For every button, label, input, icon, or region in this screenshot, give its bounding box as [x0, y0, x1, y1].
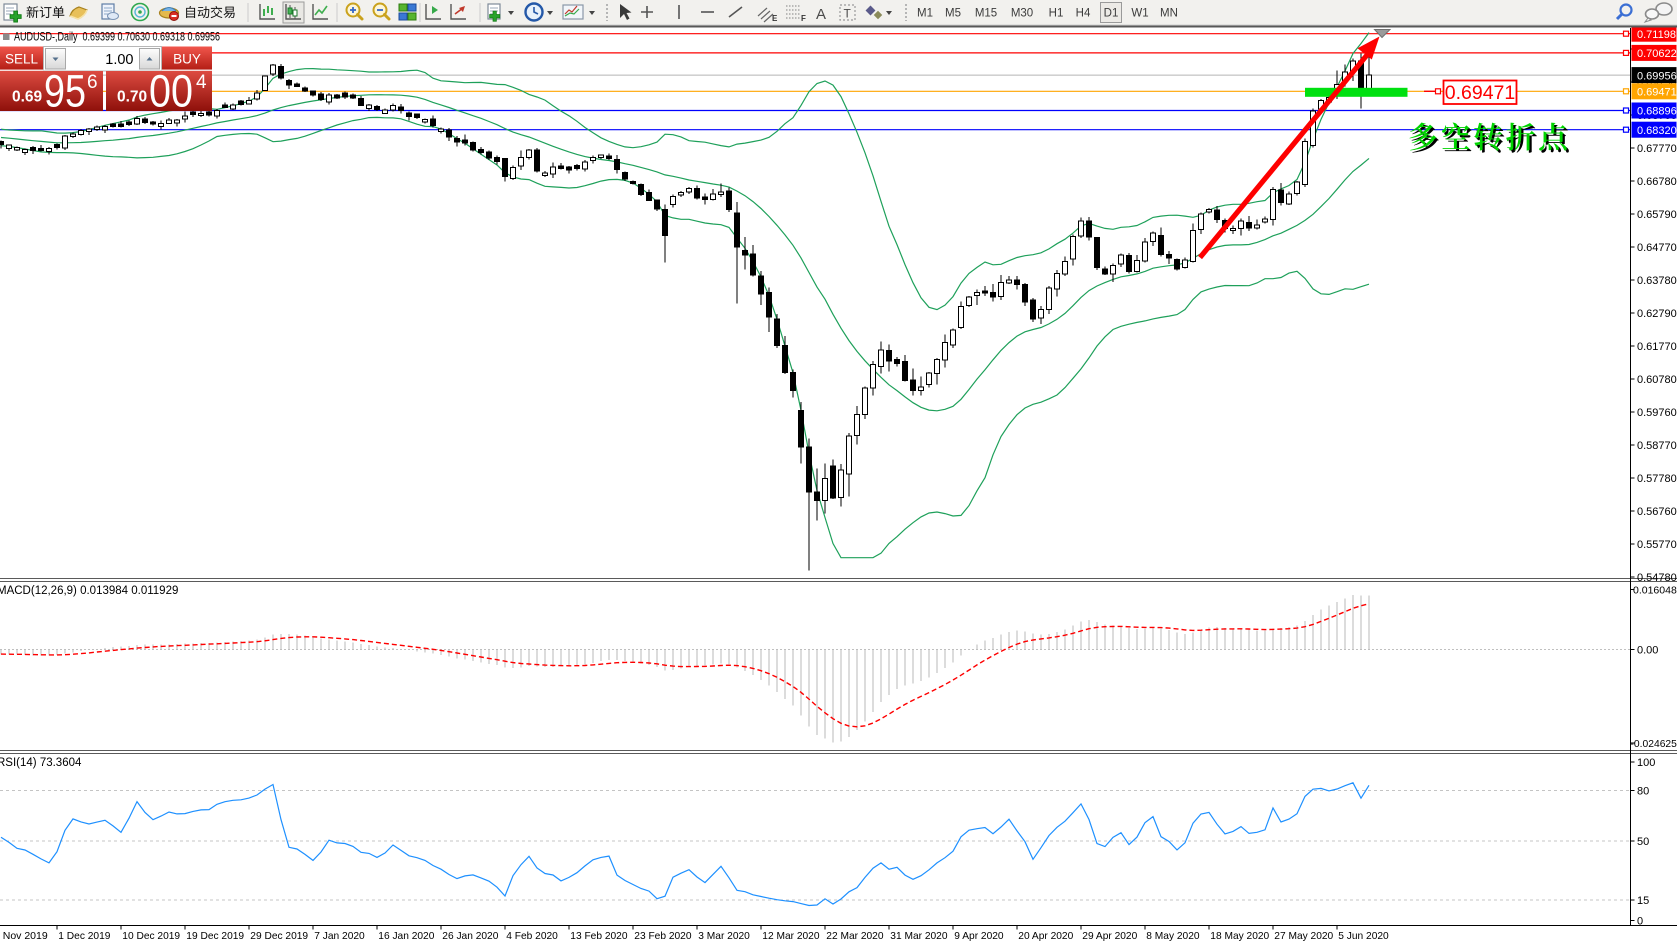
- svg-text:8 May 2020: 8 May 2020: [1146, 931, 1200, 942]
- svg-text:3 Mar 2020: 3 Mar 2020: [698, 931, 750, 942]
- svg-text:23 Feb 2020: 23 Feb 2020: [634, 931, 692, 942]
- svg-text:0.58770: 0.58770: [1637, 440, 1677, 452]
- svg-text:13 Feb 2020: 13 Feb 2020: [570, 931, 628, 942]
- svg-text:0.69471: 0.69471: [1445, 82, 1516, 104]
- svg-text:W1: W1: [1131, 8, 1148, 20]
- svg-text:0.65790: 0.65790: [1637, 209, 1677, 221]
- svg-text:29 Apr 2020: 29 Apr 2020: [1082, 931, 1137, 942]
- svg-text:80: 80: [1637, 786, 1649, 798]
- svg-text:16 Jan 2020: 16 Jan 2020: [378, 931, 434, 942]
- svg-text:0.55770: 0.55770: [1637, 539, 1677, 551]
- svg-text:0.60780: 0.60780: [1637, 374, 1677, 386]
- svg-text:0.70622: 0.70622: [1637, 48, 1677, 60]
- svg-text:00: 00: [149, 66, 193, 117]
- svg-text:F: F: [801, 14, 806, 23]
- svg-text:SELL: SELL: [5, 52, 39, 67]
- svg-text:0.71198: 0.71198: [1637, 29, 1676, 41]
- svg-text:-0.024625: -0.024625: [1631, 739, 1677, 750]
- svg-text:19 Dec 2019: 19 Dec 2019: [186, 931, 244, 942]
- svg-text:10 Dec 2019: 10 Dec 2019: [122, 931, 180, 942]
- svg-text:0.68320: 0.68320: [1637, 125, 1677, 137]
- svg-text:1 Dec 2019: 1 Dec 2019: [58, 931, 110, 942]
- svg-text:0.57780: 0.57780: [1637, 473, 1677, 485]
- svg-text:31 Mar 2020: 31 Mar 2020: [890, 931, 948, 942]
- svg-text:29 Dec 2019: 29 Dec 2019: [250, 931, 308, 942]
- svg-text:4 Nov 2019: 4 Nov 2019: [0, 930, 48, 942]
- svg-text:0.66780: 0.66780: [1637, 176, 1677, 188]
- svg-text:D1: D1: [1104, 8, 1119, 20]
- svg-text:BUY: BUY: [173, 52, 201, 67]
- svg-text:A: A: [816, 6, 826, 23]
- svg-text:MN: MN: [1160, 8, 1178, 20]
- svg-text:0.56760: 0.56760: [1637, 506, 1677, 518]
- svg-text:4 Feb 2020: 4 Feb 2020: [506, 931, 558, 942]
- svg-text:M30: M30: [1011, 8, 1033, 20]
- svg-text:0.68896: 0.68896: [1637, 106, 1677, 118]
- svg-text:H1: H1: [1049, 8, 1064, 20]
- svg-text:M15: M15: [975, 8, 997, 20]
- svg-text:M5: M5: [945, 8, 961, 20]
- svg-text:M1: M1: [917, 8, 933, 20]
- svg-text:1.00: 1.00: [105, 52, 133, 68]
- svg-text:4: 4: [196, 72, 207, 93]
- svg-text:0.67770: 0.67770: [1637, 143, 1677, 155]
- svg-text:0.59760: 0.59760: [1637, 407, 1677, 419]
- svg-text:95: 95: [44, 66, 86, 117]
- svg-text:6: 6: [87, 72, 98, 93]
- svg-text:0.70: 0.70: [117, 89, 147, 106]
- svg-text:0.54780: 0.54780: [1637, 572, 1677, 584]
- svg-text:12 Mar 2020: 12 Mar 2020: [762, 931, 820, 942]
- svg-text:0.016048: 0.016048: [1633, 584, 1677, 596]
- svg-text:AUDUSD-,Daily 0.69399 0.70630: AUDUSD-,Daily 0.69399 0.70630 0.69318 0.…: [14, 32, 220, 44]
- svg-text:50: 50: [1637, 836, 1649, 848]
- svg-text:5 Jun 2020: 5 Jun 2020: [1338, 931, 1389, 942]
- svg-text:7 Jan 2020: 7 Jan 2020: [314, 931, 365, 942]
- svg-text:0.61770: 0.61770: [1637, 341, 1677, 353]
- svg-text:0.69: 0.69: [12, 89, 43, 106]
- svg-text:20 Apr 2020: 20 Apr 2020: [1018, 931, 1073, 942]
- svg-text:0.64770: 0.64770: [1637, 242, 1677, 254]
- svg-text:27 May 2020: 27 May 2020: [1274, 931, 1333, 942]
- svg-text:0.00: 0.00: [1637, 645, 1658, 657]
- svg-text:15: 15: [1637, 895, 1649, 907]
- svg-text:0.69956: 0.69956: [1637, 70, 1677, 82]
- svg-text:H4: H4: [1076, 8, 1091, 20]
- svg-text:RSI(14) 73.3604: RSI(14) 73.3604: [0, 757, 82, 769]
- svg-text:E: E: [772, 14, 778, 23]
- svg-text:18 May 2020: 18 May 2020: [1210, 931, 1269, 942]
- svg-text:9 Apr 2020: 9 Apr 2020: [954, 931, 1004, 942]
- svg-text:0.62790: 0.62790: [1637, 308, 1677, 320]
- svg-text:22 Mar 2020: 22 Mar 2020: [826, 931, 884, 942]
- svg-text:0: 0: [1637, 916, 1643, 928]
- svg-text:26 Jan 2020: 26 Jan 2020: [442, 931, 498, 942]
- svg-text:T: T: [844, 7, 852, 21]
- svg-text:100: 100: [1637, 757, 1655, 769]
- svg-text:0.63780: 0.63780: [1637, 275, 1677, 287]
- svg-text:MACD(12,26,9) 0.013984 0.01192: MACD(12,26,9) 0.013984 0.011929: [0, 585, 178, 597]
- svg-text:0.69471: 0.69471: [1637, 87, 1677, 99]
